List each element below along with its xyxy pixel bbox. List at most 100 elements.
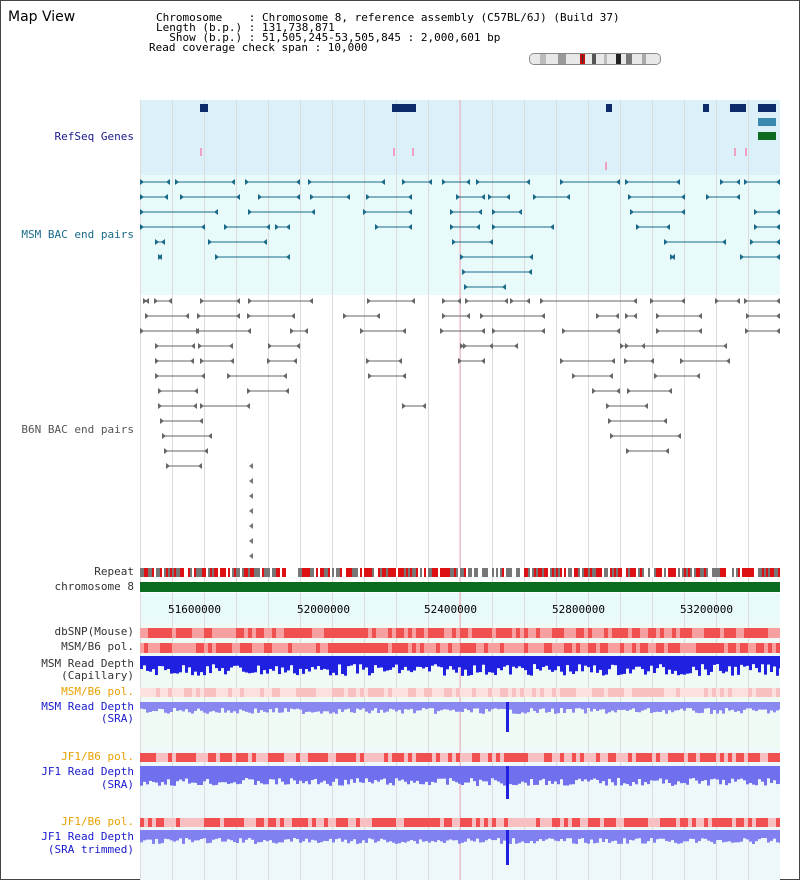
chromosome-ideogram[interactable]: [529, 53, 661, 65]
axis-tick-label: 51600000: [168, 603, 221, 616]
repeat-segment: [642, 568, 644, 577]
heat-cell: [496, 688, 500, 697]
depth-bar: [686, 830, 689, 842]
heat-cell: [580, 753, 584, 762]
repeat-segment: [704, 568, 706, 577]
heat-cell: [556, 643, 560, 653]
heat-cell: [532, 688, 536, 697]
depth-bar: [587, 656, 590, 668]
heat-cell: [516, 628, 520, 638]
repeat-segment: [710, 568, 712, 577]
track-label-msm-depth-sra[interactable]: MSM Read Depth: [41, 700, 134, 713]
heat-cell: [284, 628, 288, 638]
heat-cell: [440, 753, 444, 762]
heat-cell: [464, 628, 468, 638]
depth-bar: [152, 656, 155, 670]
repeat-segment: [142, 568, 144, 577]
track-label-jf1-b6-pol-2[interactable]: JF1/B6 pol.: [61, 815, 134, 828]
depth-bar: [224, 702, 227, 713]
repeat-segment: [714, 568, 716, 577]
b6n-bac-end: [249, 478, 253, 484]
heat-cell: [620, 643, 624, 653]
heat-cell: [328, 643, 332, 653]
depth-bar: [599, 830, 602, 839]
depth-bar: [515, 766, 518, 786]
depth-bar: [743, 702, 746, 710]
depth-bar: [353, 702, 356, 713]
depth-bar: [572, 766, 575, 785]
heat-cell: [672, 628, 676, 638]
b6n-bac-pair-end: [194, 388, 198, 394]
heat-cell: [448, 688, 452, 697]
heat-cell: [668, 688, 672, 697]
track-label-jf1-depth-sra[interactable]: JF1 Read Depth: [41, 765, 134, 778]
b6n-bac-pair-end: [236, 298, 240, 304]
depth-bar: [203, 830, 206, 839]
repeat-segment: [242, 568, 244, 577]
repeat-segment: [662, 568, 664, 577]
heat-cell: [724, 753, 728, 762]
heat-cell: [672, 643, 676, 653]
depth-bar: [437, 656, 440, 667]
depth-bar: [578, 656, 581, 665]
heat-cell: [364, 628, 368, 638]
repeat-segment: [630, 568, 632, 577]
depth-bar: [416, 702, 419, 711]
track-label-msm-b6-pol-1[interactable]: MSM/B6 pol.: [61, 640, 134, 653]
b6n-bac-pair-end: [665, 448, 669, 454]
heat-cell: [508, 628, 512, 638]
msm-bac-pair-end: [408, 224, 412, 230]
b6n-bac-pair-end: [650, 298, 654, 304]
track-label-jf1-b6-pol-1[interactable]: JF1/B6 pol.: [61, 750, 134, 763]
repeat-segment: [660, 568, 662, 577]
depth-bar: [245, 766, 248, 779]
depth-bar: [614, 656, 617, 666]
b6n-bac-pair-end: [343, 313, 347, 319]
heat-cell: [616, 753, 620, 762]
heat-cell: [608, 643, 612, 653]
depth-bar: [599, 702, 602, 710]
heat-cell: [352, 688, 356, 697]
b6n-bac-pair-end: [560, 358, 564, 364]
depth-bar: [233, 702, 236, 712]
heat-cell: [700, 628, 704, 638]
heat-cell: [360, 643, 364, 653]
track-label-msm-b6-pol-2[interactable]: MSM/B6 pol.: [61, 685, 134, 698]
heat-cell: [372, 688, 376, 697]
depth-bar: [371, 702, 374, 711]
repeat-segment: [764, 568, 766, 577]
track-label-msm-depth-cap[interactable]: MSM Read Depth: [41, 657, 134, 670]
b6n-bac-pair-end: [368, 373, 372, 379]
heat-cell: [304, 628, 308, 638]
heat-cell: [732, 643, 736, 653]
heat-cell: [308, 643, 312, 653]
b6n-bac-pair-end: [442, 313, 446, 319]
depth-bar: [743, 766, 746, 781]
msm-bac-pair-end: [286, 254, 290, 260]
depth-bar: [311, 702, 314, 713]
ideogram-position-marker: [580, 54, 585, 64]
track-label-repeat[interactable]: Repeat: [94, 565, 134, 578]
repeat-segment: [598, 568, 600, 577]
depth-bar: [743, 830, 746, 839]
depth-bar: [167, 766, 170, 780]
track-label-refseq[interactable]: RefSeq Genes: [54, 130, 134, 143]
track-label-jf1-depth-trim[interactable]: JF1 Read Depth: [41, 830, 134, 843]
heat-cell: [748, 643, 752, 653]
depth-bar: [650, 766, 653, 781]
heat-cell: [584, 818, 588, 827]
genome-track-canvas[interactable]: [140, 100, 780, 880]
depth-bar: [215, 702, 218, 713]
heat-cell: [184, 688, 188, 697]
track-label-msm-bac[interactable]: MSM BAC end pairs: [21, 228, 134, 241]
repeat-segment: [384, 568, 386, 577]
repeat-segment: [328, 568, 330, 577]
track-label-b6n-bac[interactable]: B6N BAC end pairs: [21, 423, 134, 436]
depth-bar: [596, 702, 599, 711]
depth-bar: [635, 766, 638, 785]
heat-cell: [768, 688, 772, 697]
depth-bar: [272, 656, 275, 671]
repeat-segment: [536, 568, 538, 577]
heat-cell: [264, 753, 268, 762]
track-label-dbsnp[interactable]: dbSNP(Mouse): [54, 625, 134, 638]
